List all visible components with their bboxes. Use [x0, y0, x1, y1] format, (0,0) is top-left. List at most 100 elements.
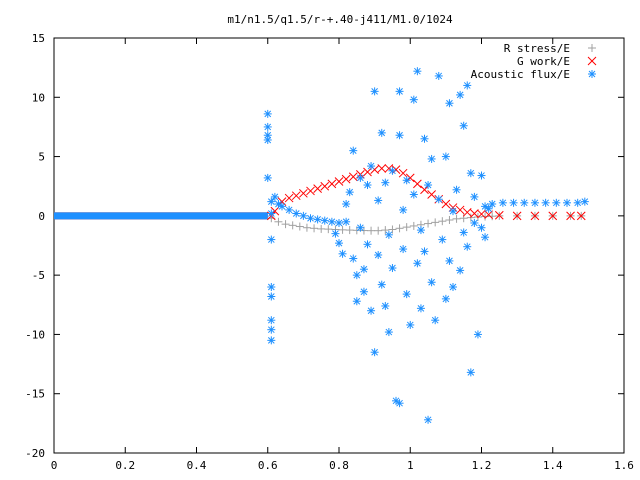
acoustic-flux-e-point	[452, 185, 461, 194]
acoustic-flux-e-point	[427, 154, 436, 163]
acoustic-flux-e-point	[363, 181, 372, 190]
legend-label: Acoustic flux/E	[471, 68, 570, 81]
acoustic-flux-e-point	[424, 415, 433, 424]
acoustic-flux-e-point	[413, 67, 422, 76]
acoustic-flux-e-point	[466, 368, 475, 377]
acoustic-flux-e-point	[377, 280, 386, 289]
r-stress-e-point	[338, 225, 347, 234]
acoustic-flux-e-point	[338, 249, 347, 258]
legend-marker	[588, 70, 596, 78]
acoustic-flux-e-point	[402, 176, 411, 185]
legend-marker	[588, 44, 596, 52]
acoustic-flux-e-point	[267, 197, 276, 206]
y-axis: -20 -15 -10 -5 0 5 10 15	[25, 32, 624, 460]
g-work-e-point	[494, 210, 504, 220]
acoustic-flux-e-point	[374, 250, 383, 259]
acoustic-flux-e-point	[267, 336, 276, 345]
y-tick-label: -10	[25, 328, 45, 341]
acoustic-flux-e-point	[335, 239, 343, 248]
acoustic-flux-e-point	[445, 99, 454, 108]
g-work-e-point	[512, 211, 522, 221]
y-tick-label: -5	[32, 269, 45, 282]
acoustic-flux-e-point	[267, 316, 276, 325]
acoustic-flux-e-point	[441, 294, 450, 303]
g-work-e-point	[284, 193, 294, 203]
r-stress-e-point	[345, 226, 354, 235]
acoustic-flux-e-point	[498, 198, 507, 207]
g-work-e-point	[441, 199, 451, 209]
r-stress-e-point	[324, 225, 333, 234]
acoustic-flux-e-point	[267, 235, 276, 244]
g-work-e-point	[413, 179, 422, 189]
g-work-e-point	[334, 177, 344, 186]
acoustic-flux-e-point	[420, 134, 429, 143]
r-stress-e-point	[481, 212, 490, 221]
acoustic-flux-e-point	[459, 228, 468, 237]
r-stress-e-point	[445, 216, 454, 225]
acoustic-flux-e-point	[267, 325, 276, 334]
acoustic-flux-e-point	[320, 216, 329, 225]
x-tick-label: 0.8	[329, 459, 349, 472]
r-stress-e-point	[288, 221, 297, 230]
r-stress-e-point	[431, 218, 440, 227]
acoustic-flux-e-point	[363, 240, 372, 249]
g-work-e-point	[291, 191, 301, 201]
r-stress-e-point	[274, 217, 283, 226]
acoustic-flux-e-point	[438, 235, 447, 244]
acoustic-flux-e-point	[367, 162, 376, 171]
acoustic-flux-e-point	[263, 122, 272, 131]
acoustic-flux-e-point	[267, 283, 276, 291]
x-tick-label: 1	[407, 459, 414, 472]
g-work-e-point	[348, 172, 358, 182]
acoustic-flux-e-point	[359, 265, 368, 274]
x-tick-label: 1.6	[614, 459, 634, 472]
acoustic-flux-e-point	[377, 128, 386, 137]
acoustic-flux-e-point	[384, 328, 393, 337]
legend-label: G work/E	[517, 55, 570, 68]
acoustic-flux-e-point	[563, 198, 571, 207]
acoustic-flux-e-point	[395, 87, 404, 96]
g-work-e-point	[576, 211, 586, 221]
series-r-stress-e	[267, 211, 586, 235]
acoustic-flux-e-point	[477, 223, 486, 232]
acoustic-flux-e-point	[331, 229, 340, 238]
g-work-e-point	[548, 211, 558, 221]
series-acoustic-flux-e	[263, 67, 589, 424]
acoustic-flux-e-point	[416, 304, 425, 313]
acoustic-flux-e-point	[552, 198, 561, 207]
x-tick-label: 0.2	[115, 459, 135, 472]
g-work-e-point	[320, 181, 330, 191]
acoustic-flux-e-point	[278, 202, 286, 211]
acoustic-flux-e-point	[367, 306, 376, 315]
r-stress-e-point	[310, 224, 319, 233]
g-work-e-point	[462, 207, 472, 217]
y-tick-label: 10	[32, 91, 45, 104]
r-stress-e-point	[409, 221, 418, 230]
acoustic-flux-e-point	[409, 95, 418, 104]
y-tick-label: 15	[32, 32, 45, 45]
g-work-e-point	[470, 209, 479, 218]
y-tick-label: 5	[38, 151, 45, 164]
acoustic-flux-e-point	[449, 207, 457, 216]
g-work-e-point	[398, 168, 408, 178]
acoustic-flux-e-point	[267, 292, 276, 301]
acoustic-flux-e-point	[374, 196, 383, 205]
acoustic-flux-e-point	[342, 200, 351, 208]
acoustic-flux-e-point	[370, 87, 379, 96]
acoustic-flux-e-point	[327, 217, 336, 226]
x-axis: 0 0.2 0.4 0.6 0.8 1 1.2 1.4 1.6	[51, 38, 634, 472]
acoustic-flux-e-point	[335, 218, 343, 227]
acoustic-flux-e-point	[356, 223, 365, 232]
g-work-e-point	[306, 186, 315, 196]
acoustic-flux-e-point	[541, 198, 550, 207]
acoustic-flux-e-point	[463, 242, 472, 251]
r-stress-e-point	[395, 224, 404, 233]
acoustic-flux-e-point	[459, 121, 468, 130]
acoustic-flux-e-point	[349, 254, 358, 263]
acoustic-flux-e-point	[263, 135, 272, 144]
acoustic-flux-e-point	[456, 266, 465, 275]
acoustic-flux-e-point	[573, 198, 582, 207]
acoustic-flux-e-point	[395, 399, 404, 408]
